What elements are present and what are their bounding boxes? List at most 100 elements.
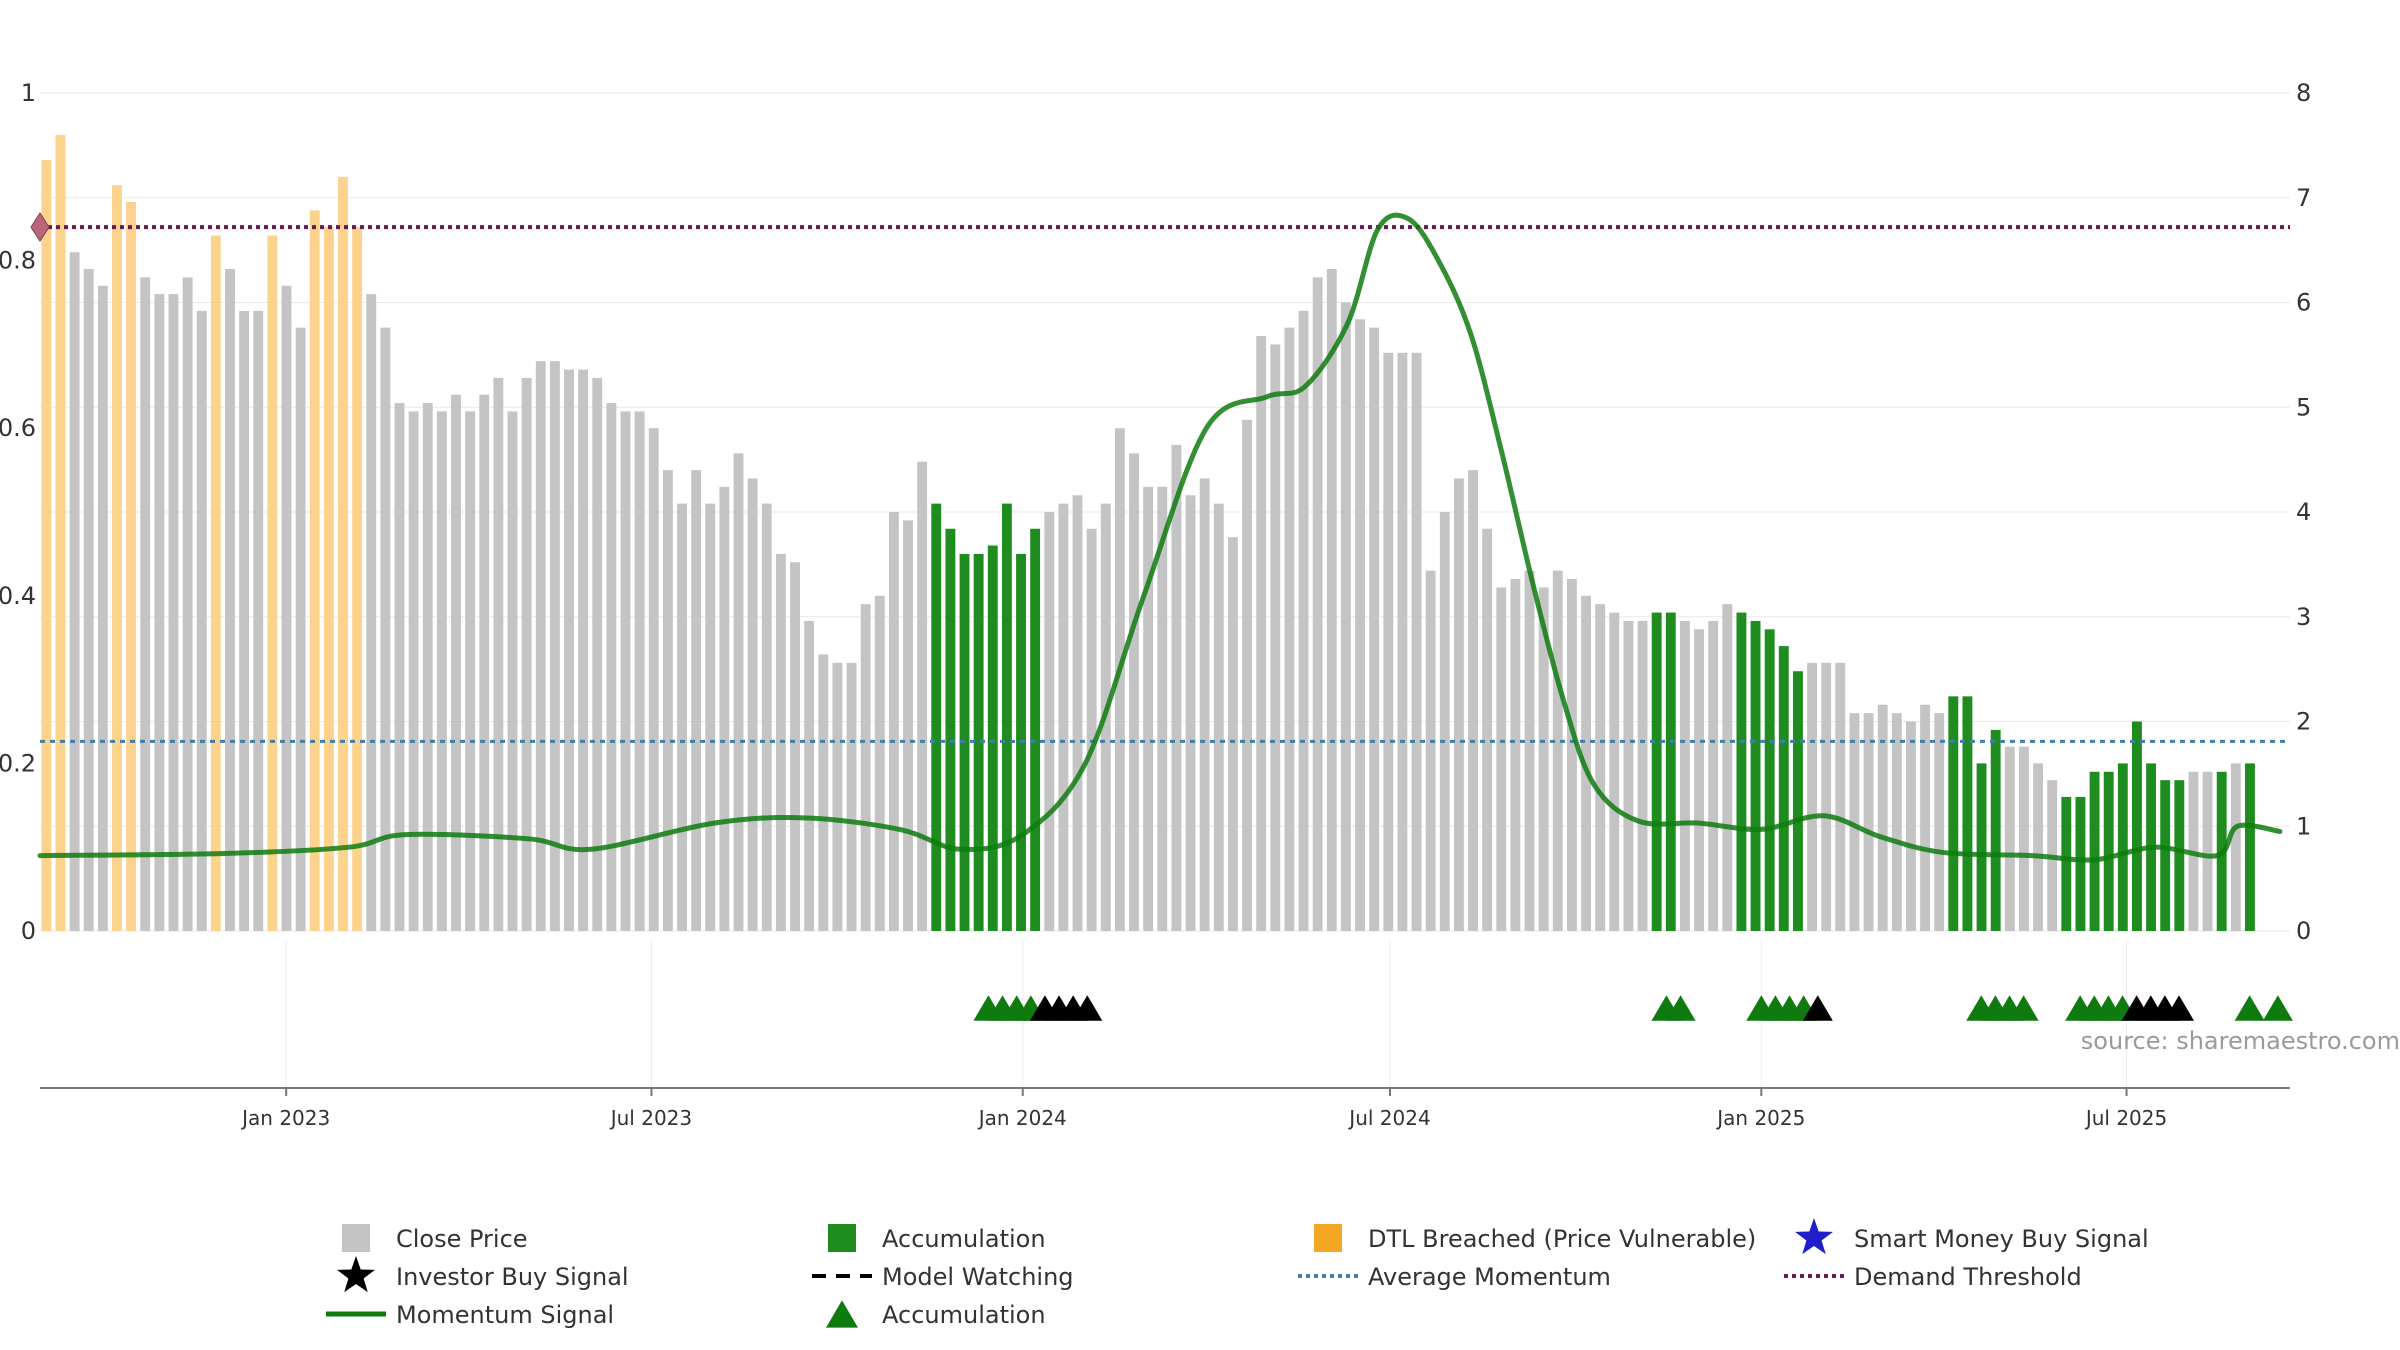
close-price-bar — [1425, 570, 1436, 931]
close-price-bar — [1637, 620, 1648, 931]
y-left-tick-label: 0.8 — [0, 247, 36, 275]
close-price-bar — [1496, 587, 1507, 931]
close-price-bar — [1863, 713, 1874, 931]
dtl-breached-bar — [126, 201, 137, 931]
close-price-bar — [521, 377, 532, 931]
close-price-bar — [1722, 604, 1733, 931]
close-price-bar — [196, 310, 207, 931]
x-tick-label: Jul 2023 — [609, 1106, 692, 1130]
y-left-tick-label: 0.6 — [0, 414, 36, 442]
x-tick-label: Jan 2025 — [1715, 1106, 1805, 1130]
close-price-bar — [1270, 344, 1281, 931]
close-price-bar — [493, 377, 504, 931]
y-right-tick-label: 3 — [2296, 603, 2311, 631]
start-marker — [30, 212, 50, 243]
close-price-bar — [1171, 444, 1182, 931]
legend-star-icon — [1794, 1218, 1834, 1255]
close-price-bar — [366, 294, 377, 931]
close-price-bar — [1284, 327, 1295, 931]
y-right-tick-label: 1 — [2296, 812, 2311, 840]
close-price-bar — [1891, 713, 1902, 931]
legend-item: Accumulation — [826, 1300, 1046, 1329]
accumulation-bar — [2174, 780, 2185, 931]
accumulation-bar — [1976, 763, 1987, 931]
close-price-bar — [1679, 620, 1690, 931]
close-price-bar — [1694, 629, 1704, 931]
accumulation-bar — [1778, 646, 1789, 931]
close-price-bar — [1114, 428, 1125, 931]
accumulation-bar — [973, 553, 984, 931]
close-price-bar — [1835, 662, 1846, 931]
legend-label: DTL Breached (Price Vulnerable) — [1368, 1225, 1756, 1253]
close-price-bar — [154, 294, 165, 931]
close-price-bar — [1058, 503, 1069, 931]
close-price-bar — [1595, 604, 1606, 931]
accumulation-bar — [1651, 612, 1662, 931]
close-price-bar — [253, 310, 264, 931]
accumulation-bar — [2117, 763, 2128, 931]
dtl-breached-bar — [267, 235, 278, 931]
dtl-breached-bar — [323, 227, 334, 931]
x-tick-label: Jan 2024 — [977, 1106, 1067, 1130]
legend-item: DTL Breached (Price Vulnerable) — [1314, 1224, 1756, 1253]
legend-label: Average Momentum — [1368, 1263, 1611, 1291]
close-price-bar — [1623, 620, 1634, 931]
accumulation-bar — [1962, 696, 1973, 931]
close-price-bar — [479, 394, 490, 931]
close-price-bar — [1934, 713, 1945, 931]
close-price-bar — [677, 503, 687, 931]
close-price-bar — [1609, 612, 1620, 931]
close-price-bar — [1849, 713, 1860, 931]
accumulation-bar — [2245, 763, 2255, 931]
x-tick-label: Jul 2025 — [2084, 1106, 2167, 1130]
price-bars — [41, 134, 2255, 932]
close-price-bar — [1807, 662, 1817, 931]
accumulation-bar — [1792, 671, 1803, 931]
y-left-tick-label: 0.2 — [0, 749, 36, 777]
close-price-bar — [903, 520, 913, 931]
legend-square — [1314, 1224, 1342, 1252]
close-price-bar — [451, 394, 461, 931]
close-price-bar — [408, 411, 419, 931]
close-price-bar — [874, 595, 885, 931]
close-price-bar — [168, 294, 179, 931]
close-price-bar — [888, 512, 899, 931]
close-price-bar — [1566, 579, 1577, 931]
legend-square — [828, 1224, 856, 1252]
accumulation-bar — [1764, 629, 1775, 931]
close-price-bar — [719, 486, 730, 931]
close-price-bar — [705, 503, 716, 931]
momentum-signal-line — [37, 212, 2283, 863]
accumulation-bar — [2075, 796, 2086, 931]
close-price-bar — [182, 277, 193, 931]
accumulation-bar — [1750, 620, 1761, 931]
close-price-bar — [648, 428, 659, 931]
accumulation-bar — [2061, 796, 2072, 931]
close-price-bar — [1821, 662, 1832, 931]
source-label: source: sharemaestro.com — [2081, 1027, 2400, 1055]
accumulation-bar — [2089, 771, 2100, 931]
y-right-tick-label: 8 — [2296, 79, 2311, 107]
legend-label: Demand Threshold — [1854, 1263, 2082, 1291]
accumulation-bar — [1948, 696, 1959, 931]
close-price-bar — [1905, 721, 1916, 931]
close-price-bar — [69, 252, 80, 932]
investor-buy-marker — [1072, 995, 1103, 1021]
dtl-breached-bar — [41, 160, 52, 932]
close-price-bar — [83, 268, 94, 932]
accumulation-bar — [1030, 528, 1041, 931]
close-price-bar — [634, 411, 645, 931]
close-price-bar — [239, 310, 250, 931]
legend-triangle-icon — [826, 1300, 858, 1328]
close-price-bar — [535, 361, 546, 931]
legend-label: Investor Buy Signal — [396, 1263, 629, 1291]
close-price-bar — [1510, 579, 1521, 931]
y-right-tick-label: 0 — [2296, 917, 2311, 945]
legend-label: Smart Money Buy Signal — [1854, 1225, 2149, 1253]
legend-item: Accumulation — [828, 1224, 1046, 1253]
close-price-bar — [606, 403, 617, 931]
close-price-bar — [860, 604, 871, 931]
close-price-bar — [140, 277, 151, 931]
signal-markers — [973, 995, 2293, 1021]
